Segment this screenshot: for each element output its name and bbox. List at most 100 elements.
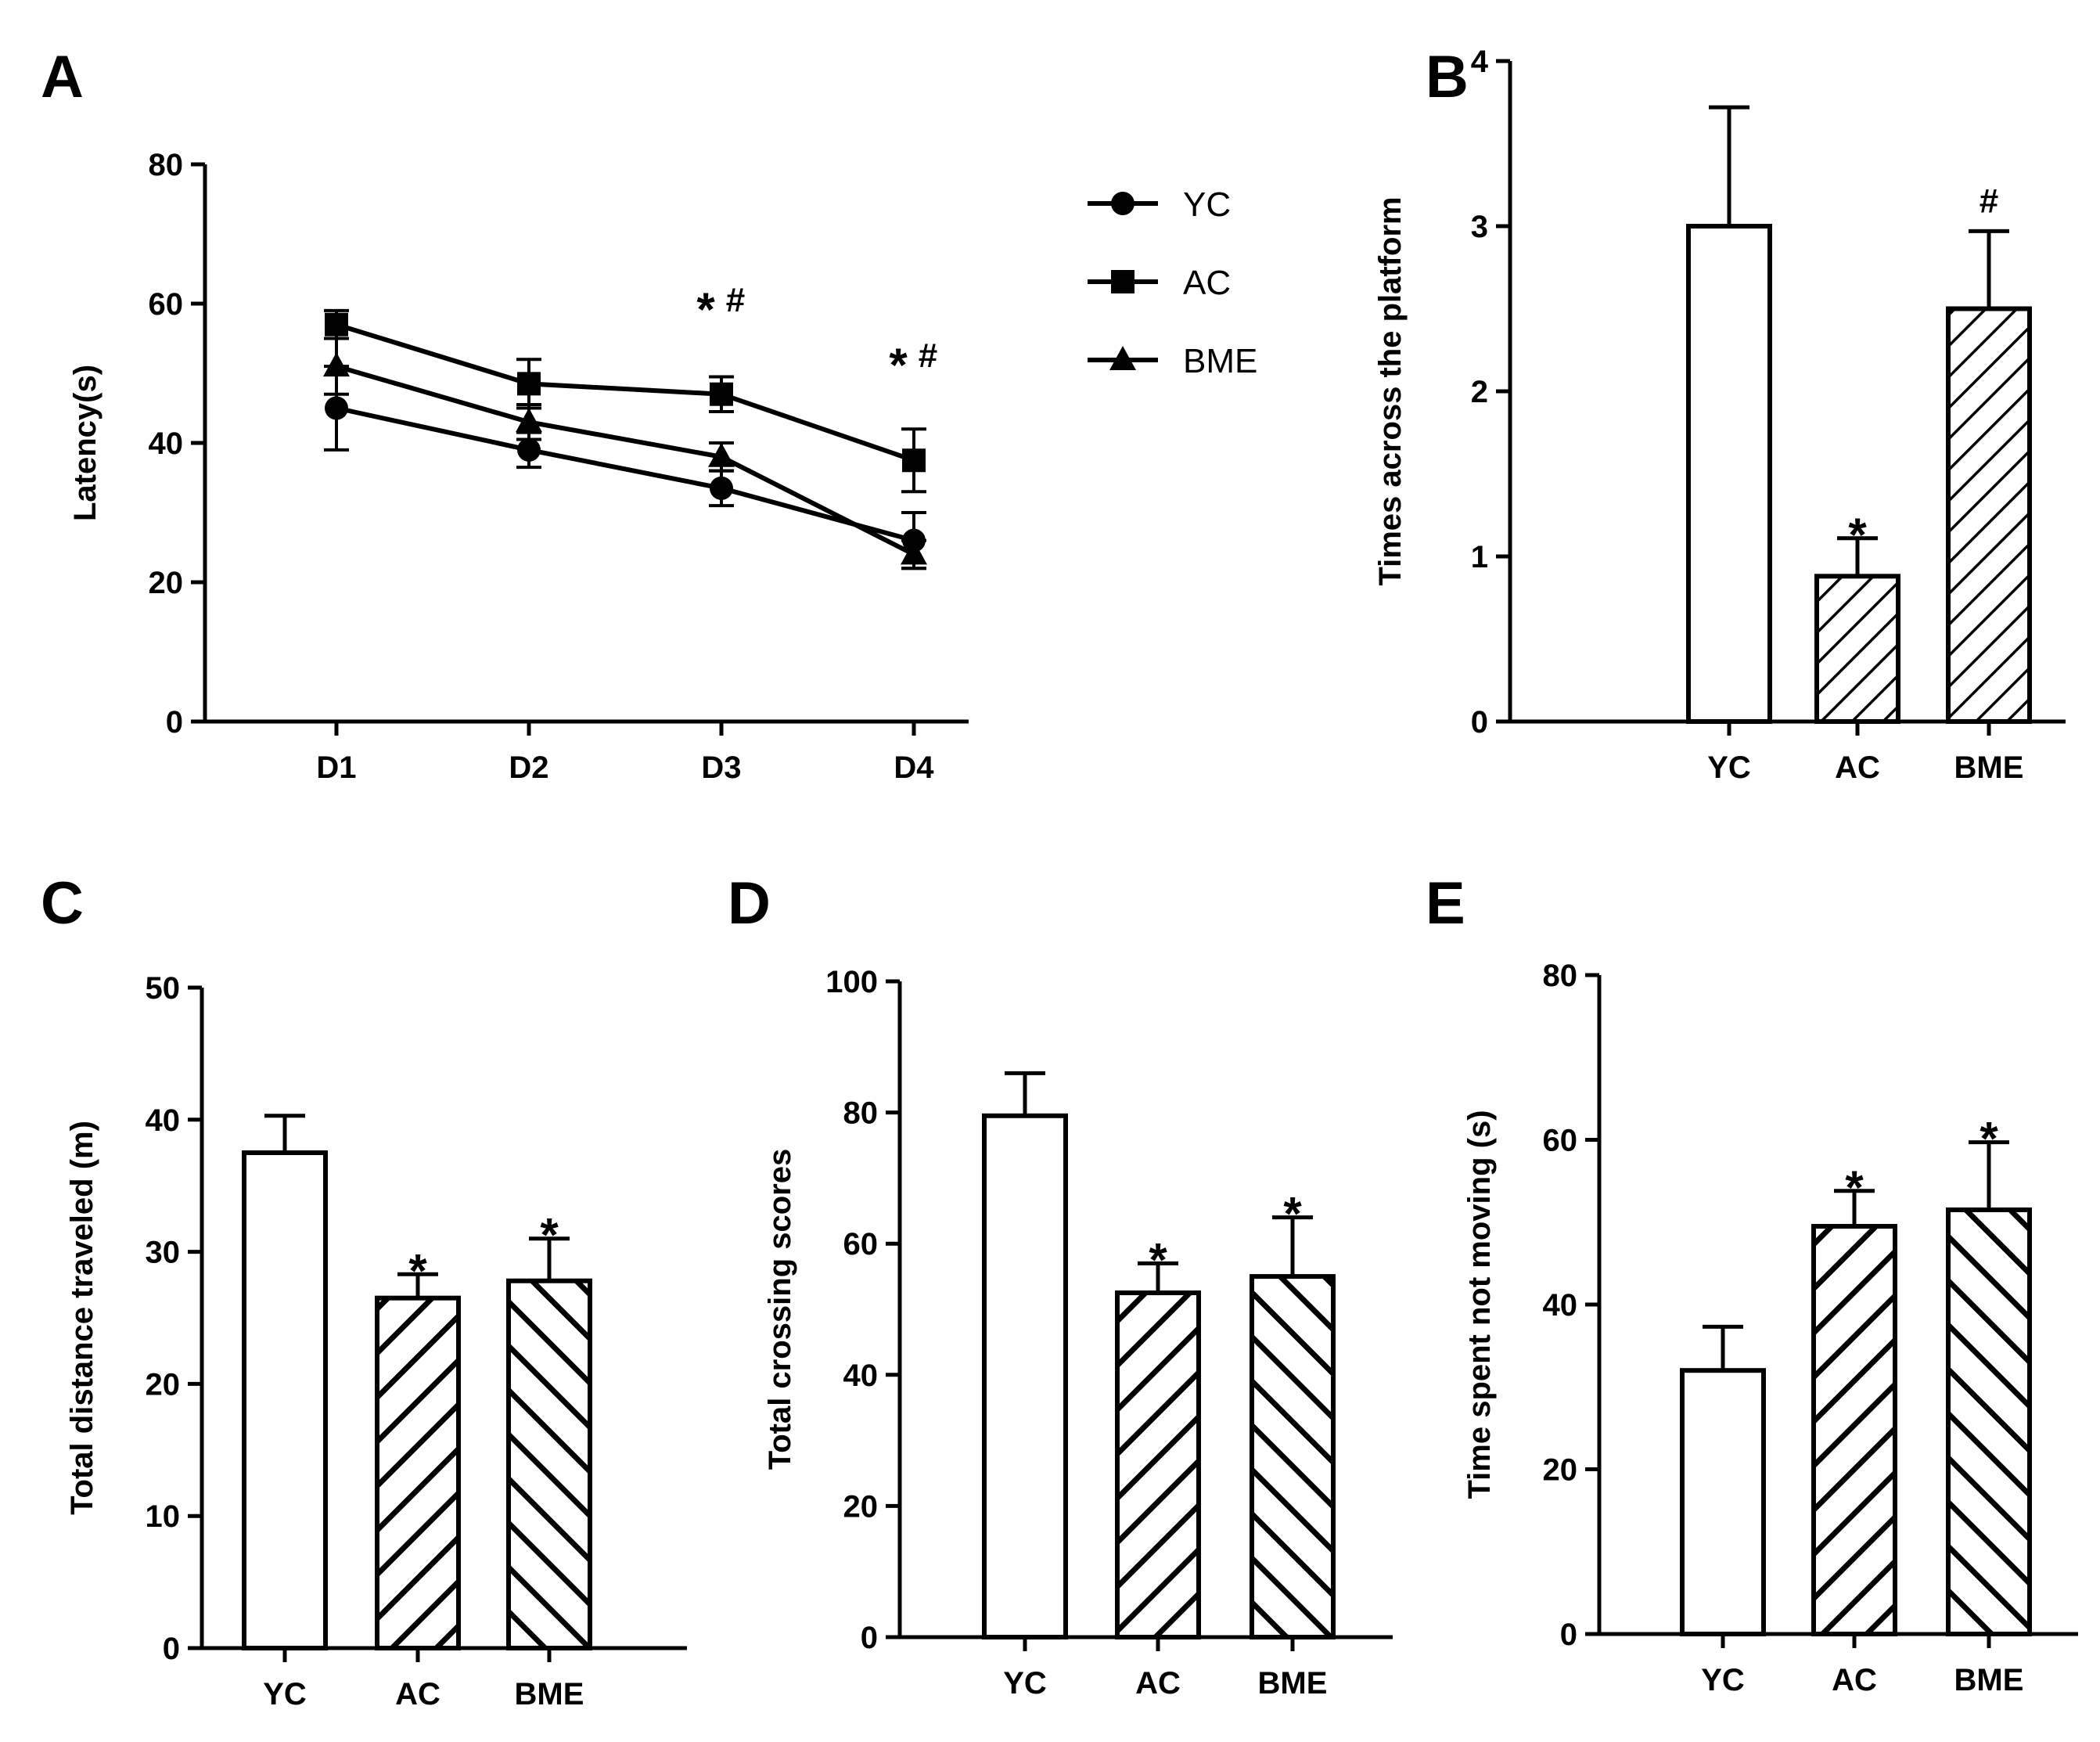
marker-bme xyxy=(516,408,542,433)
y-axis-title: Times across the platform xyxy=(1373,196,1408,585)
y-tick-label: 50 xyxy=(146,971,181,1006)
significance-bme: * xyxy=(1283,1188,1302,1240)
x-tick-label-bme: BME xyxy=(1954,750,2024,785)
legend-label-ac: AC xyxy=(1183,264,1231,302)
x-tick-label-d3: D3 xyxy=(701,750,741,785)
y-tick-label: 60 xyxy=(843,1227,879,1262)
bar-bme xyxy=(1250,1274,1336,1639)
marker-yc xyxy=(710,476,733,500)
y-tick-label: 60 xyxy=(149,287,184,322)
y-tick-label: 10 xyxy=(146,1499,181,1534)
y-tick-label: 0 xyxy=(1471,705,1488,740)
x-tick-label-ac: AC xyxy=(395,1677,440,1711)
y-tick-label: 20 xyxy=(149,566,184,600)
x-tick-label-d1: D1 xyxy=(316,750,356,785)
bar-ac xyxy=(1814,574,1900,724)
y-axis-title: Total crossing scores xyxy=(763,1149,797,1470)
panel-b-bar-chart: 0 1 2 3 4 YC AC BME Times across the platform * # xyxy=(1373,45,2066,785)
significance-ac: * xyxy=(1848,509,1867,561)
marker-bme xyxy=(323,352,350,377)
panel-label-e: E xyxy=(1426,870,1465,937)
legend-marker-bme xyxy=(1109,346,1136,370)
series-line-yc xyxy=(336,405,915,543)
x-tick-label-d2: D2 xyxy=(509,750,548,785)
y-axis-title: Time spent not moving (s) xyxy=(1462,1110,1497,1499)
y-tick-label: 40 xyxy=(843,1359,879,1393)
significance-bme: * xyxy=(1980,1113,1998,1165)
bar-yc xyxy=(1680,1368,1766,1636)
bar-yc xyxy=(1686,224,1772,724)
marker-ac xyxy=(710,382,733,406)
significance-ac: * xyxy=(1149,1233,1167,1286)
y-tick-label: 40 xyxy=(1543,1288,1578,1323)
bar-bme xyxy=(1946,306,2032,724)
significance-star-d3: * xyxy=(696,283,715,336)
panel-label-d: D xyxy=(728,870,771,937)
significance-hash-d3: # xyxy=(726,281,745,319)
y-tick-label: 0 xyxy=(1560,1618,1577,1652)
legend-label-bme: BME xyxy=(1183,342,1257,380)
marker-yc xyxy=(517,437,541,462)
marker-ac xyxy=(517,372,541,396)
x-tick-label-bme: BME xyxy=(515,1677,584,1711)
bar-bme xyxy=(1946,1207,2032,1636)
y-tick-label: 4 xyxy=(1471,45,1489,79)
y-tick-label: 20 xyxy=(146,1367,181,1402)
series-line-bme xyxy=(336,364,915,557)
x-tick-label-ac: AC xyxy=(1135,1666,1181,1701)
y-tick-label: 80 xyxy=(149,148,184,182)
panel-e-bar-chart: 0 20 40 60 80 YC AC BME Time spent not moving (s… xyxy=(1462,959,2078,1697)
bar-ac xyxy=(1115,1290,1201,1640)
panel-label-a: A xyxy=(41,44,84,110)
x-tick-label-d4: D4 xyxy=(894,750,934,785)
marker-ac xyxy=(902,448,926,473)
y-tick-label: 0 xyxy=(166,705,183,740)
marker-bme xyxy=(708,442,735,467)
significance-bme: * xyxy=(540,1209,559,1262)
panel-c-bar-chart: 0 10 20 30 40 50 YC AC BME Total distance travele… xyxy=(65,971,687,1711)
y-tick-label: 1 xyxy=(1471,540,1488,574)
marker-bme xyxy=(901,540,927,565)
y-tick-label: 0 xyxy=(163,1632,180,1666)
significance-star-d4: * xyxy=(889,339,908,391)
x-tick-label-bme: BME xyxy=(1258,1666,1328,1701)
significance-bme: # xyxy=(1980,182,1998,220)
x-tick-label-ac: AC xyxy=(1835,750,1880,785)
bar-ac xyxy=(1811,1224,1897,1636)
bar-yc xyxy=(982,1113,1068,1640)
marker-yc xyxy=(325,396,348,420)
bar-bme xyxy=(506,1278,592,1650)
y-tick-label: 3 xyxy=(1471,210,1488,244)
significance-hash-d4: # xyxy=(919,337,937,375)
y-tick-label: 60 xyxy=(1543,1124,1578,1158)
y-tick-label: 20 xyxy=(1543,1453,1578,1488)
legend-marker-yc xyxy=(1111,192,1135,215)
x-tick-label-ac: AC xyxy=(1832,1663,1877,1697)
significance-ac: * xyxy=(1845,1161,1864,1214)
y-tick-label: 0 xyxy=(861,1621,878,1655)
y-tick-label: 40 xyxy=(146,1103,181,1138)
panel-d-bar-chart: 0 20 40 60 80 100 YC AC BME Total crossing scores… xyxy=(763,965,1393,1701)
legend-marker-ac xyxy=(1111,270,1135,293)
y-tick-label: 80 xyxy=(1543,959,1578,993)
y-axis-title: Total distance traveled (m) xyxy=(65,1121,99,1515)
y-tick-label: 100 xyxy=(825,965,878,999)
y-tick-label: 40 xyxy=(149,427,184,461)
panel-a-line-chart: 0 20 40 60 80 D1 D2 D3 D4 Latency(s) * # * # YC AC BME xyxy=(68,148,1257,785)
x-tick-label-yc: YC xyxy=(1707,750,1751,785)
y-axis-title: Latency(s) xyxy=(68,365,102,521)
y-tick-label: 2 xyxy=(1471,375,1488,409)
x-tick-label-yc: YC xyxy=(263,1677,307,1711)
series-line-ac xyxy=(336,322,915,463)
x-tick-label-yc: YC xyxy=(1701,1663,1745,1697)
y-tick-label: 20 xyxy=(843,1489,879,1524)
x-tick-label-bme: BME xyxy=(1954,1663,2024,1697)
y-tick-label: 80 xyxy=(843,1096,879,1131)
significance-ac: * xyxy=(408,1244,427,1297)
panel-label-c: C xyxy=(41,870,84,937)
y-tick-label: 30 xyxy=(146,1236,181,1270)
marker-ac xyxy=(325,312,348,337)
bar-yc xyxy=(242,1150,328,1650)
x-tick-label-yc: YC xyxy=(1003,1666,1047,1701)
